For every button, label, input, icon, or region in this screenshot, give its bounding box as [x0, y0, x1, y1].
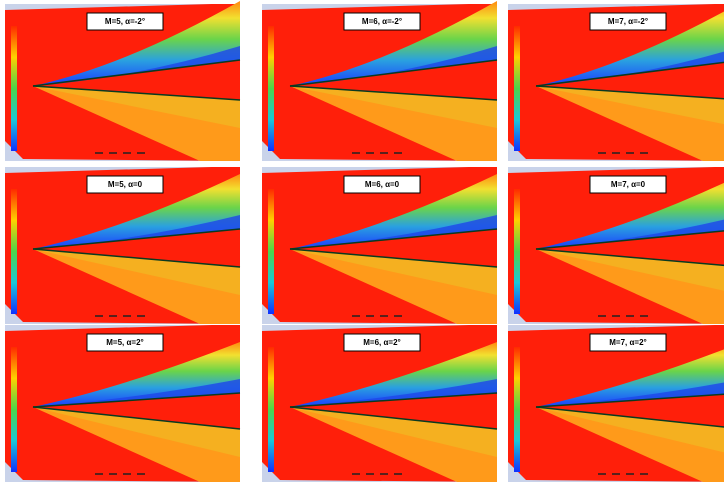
panel-label: M=7, α=2°: [609, 338, 646, 347]
panel-label: M=7, α=0: [611, 180, 646, 189]
panel-label: M=6, α=2°: [363, 338, 400, 347]
color-bar: [268, 189, 274, 314]
color-bar: [11, 26, 17, 151]
panel-label: M=7, α=-2°: [608, 17, 648, 26]
contour-panel: M=6, α=0: [262, 167, 497, 324]
color-bar: [514, 26, 520, 151]
color-bar: [11, 347, 17, 472]
color-bar: [514, 189, 520, 314]
color-bar: [268, 26, 274, 151]
color-bar: [268, 347, 274, 472]
contour-panel: M=7, α=-2°: [508, 1, 724, 161]
panel-label: M=5, α=-2°: [105, 17, 145, 26]
panel-label: M=6, α=-2°: [362, 17, 402, 26]
figure: M=5, α=-2° M=6, α=-2° M=7, α=-2° M=5, α=0 M=…: [0, 0, 724, 487]
contour-panel: M=6, α=-2°: [262, 1, 497, 161]
panel-label: M=6, α=0: [365, 180, 400, 189]
contour-panel: M=6, α=2°: [262, 325, 497, 482]
contour-panel: M=5, α=-2°: [5, 1, 240, 161]
panel-label: M=5, α=2°: [106, 338, 143, 347]
color-bar: [11, 189, 17, 314]
contour-panel: M=7, α=0: [508, 167, 724, 324]
panel-label: M=5, α=0: [108, 180, 143, 189]
contour-panel: M=5, α=2°: [5, 325, 240, 482]
contour-panel: M=7, α=2°: [508, 325, 724, 482]
contour-panel: M=5, α=0: [5, 167, 240, 324]
color-bar: [514, 347, 520, 472]
